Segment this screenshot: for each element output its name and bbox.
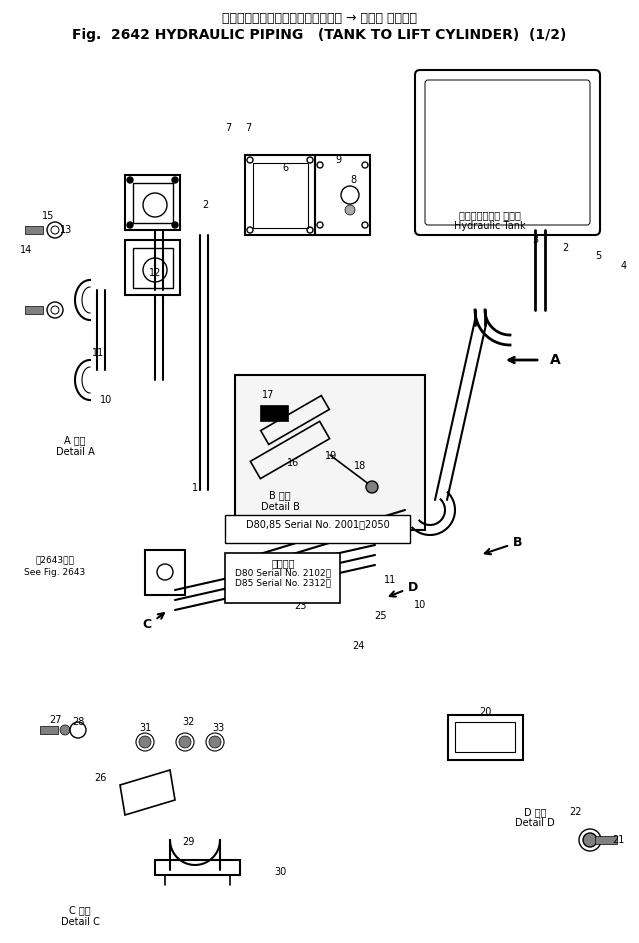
Text: 22: 22 — [569, 807, 581, 817]
Circle shape — [172, 222, 178, 228]
Circle shape — [345, 205, 355, 215]
Text: 32: 32 — [182, 717, 194, 727]
Text: 11: 11 — [384, 575, 396, 585]
Text: 9: 9 — [335, 155, 341, 165]
Text: 14: 14 — [20, 245, 32, 255]
Bar — [25, 226, 43, 234]
Bar — [225, 515, 410, 543]
Text: 28: 28 — [72, 717, 84, 727]
Text: 2: 2 — [202, 200, 208, 210]
Text: 17: 17 — [262, 390, 274, 400]
Text: 21: 21 — [612, 835, 624, 845]
Circle shape — [179, 736, 191, 748]
Text: A 詳細: A 詳細 — [65, 435, 86, 445]
Text: Hydraulic Tank: Hydraulic Tank — [454, 221, 526, 231]
Text: 31: 31 — [139, 723, 151, 733]
Bar — [235, 375, 425, 530]
Bar — [225, 553, 340, 603]
Text: 18: 18 — [354, 461, 366, 471]
Text: 4: 4 — [621, 261, 627, 271]
Bar — [40, 726, 58, 734]
Bar — [260, 405, 288, 421]
Text: 6: 6 — [282, 163, 288, 173]
Circle shape — [139, 736, 151, 748]
Text: 10: 10 — [414, 600, 426, 610]
Text: B: B — [513, 536, 523, 549]
Circle shape — [60, 725, 70, 735]
Circle shape — [172, 177, 178, 183]
Bar — [25, 306, 43, 314]
Bar — [155, 860, 240, 875]
Text: 15: 15 — [42, 211, 54, 221]
Text: D85 Serial No. 2312～: D85 Serial No. 2312～ — [235, 578, 331, 587]
Text: Detail A: Detail A — [56, 447, 95, 457]
Text: 19: 19 — [325, 451, 337, 461]
Text: 13: 13 — [60, 225, 72, 235]
Circle shape — [583, 833, 597, 847]
Text: 20: 20 — [479, 707, 491, 717]
Text: ハイドロリック タンク: ハイドロリック タンク — [459, 210, 521, 220]
Text: 8: 8 — [350, 175, 356, 185]
Bar — [315, 155, 370, 235]
Bar — [125, 175, 180, 230]
Text: 図2643参照: 図2643参照 — [36, 555, 74, 565]
Text: Detail C: Detail C — [61, 917, 100, 927]
Text: 7: 7 — [245, 123, 251, 133]
Text: 12: 12 — [149, 268, 161, 278]
Text: D: D — [408, 581, 418, 593]
Text: D80 Serial No. 2102～: D80 Serial No. 2102～ — [235, 569, 331, 577]
Bar — [125, 240, 180, 295]
Circle shape — [127, 177, 133, 183]
Circle shape — [127, 222, 133, 228]
Text: 27: 27 — [49, 715, 61, 725]
Text: C 詳細: C 詳細 — [69, 905, 91, 915]
Bar — [133, 248, 173, 288]
Bar — [253, 163, 308, 228]
Text: 25: 25 — [374, 611, 386, 621]
Text: 29: 29 — [182, 837, 194, 847]
Text: 5: 5 — [595, 251, 601, 261]
Text: 10: 10 — [100, 395, 112, 405]
Text: 1: 1 — [192, 483, 198, 493]
Text: D80,85 Serial No. 2001～2050: D80,85 Serial No. 2001～2050 — [246, 519, 390, 529]
Text: See Fig. 2643: See Fig. 2643 — [24, 568, 86, 576]
Text: Fig.  2642 HYDRAULIC PIPING   (TANK TO LIFT CYLINDER)  (1/2): Fig. 2642 HYDRAULIC PIPING (TANK TO LIFT… — [72, 28, 566, 42]
Text: 23: 23 — [294, 601, 306, 611]
Bar — [133, 183, 173, 223]
Text: 16: 16 — [287, 458, 299, 468]
Text: A: A — [550, 353, 560, 367]
Text: ハイドロリックパイピング　タンク → リフト シリンダ: ハイドロリックパイピング タンク → リフト シリンダ — [222, 11, 417, 25]
Bar — [455, 722, 515, 752]
Text: B 詳細: B 詳細 — [269, 490, 291, 500]
Text: 30: 30 — [274, 867, 286, 877]
Text: 2: 2 — [562, 243, 568, 253]
Text: 33: 33 — [212, 723, 224, 733]
Circle shape — [366, 481, 378, 493]
Text: Detail B: Detail B — [261, 502, 300, 512]
Text: C: C — [142, 618, 151, 631]
Text: 24: 24 — [352, 641, 364, 651]
Bar — [245, 155, 315, 235]
Text: 26: 26 — [94, 773, 106, 783]
Text: D 詳細: D 詳細 — [524, 807, 546, 817]
Text: Detail D: Detail D — [515, 818, 555, 828]
Bar — [448, 715, 523, 760]
Text: 11: 11 — [92, 348, 104, 358]
Bar — [595, 836, 617, 844]
Circle shape — [209, 736, 221, 748]
Text: 3: 3 — [532, 235, 538, 245]
Text: 適用号機: 適用号機 — [271, 558, 295, 568]
Bar — [145, 550, 185, 595]
Text: 7: 7 — [225, 123, 231, 133]
